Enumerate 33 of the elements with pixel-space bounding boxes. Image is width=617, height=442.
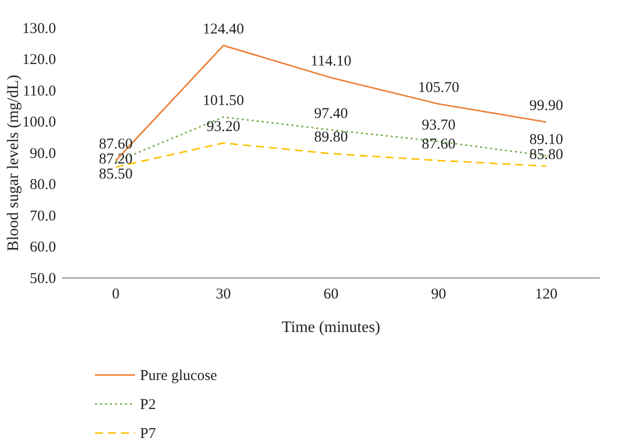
text: 87.60: [98, 136, 133, 152]
text: 93.20: [206, 119, 240, 135]
text: 85.50: [98, 166, 133, 182]
text: 99.90: [529, 98, 564, 114]
text: 93.70: [422, 117, 456, 134]
x-tick-label: 30: [216, 286, 231, 303]
y-tick-label: 120.0: [22, 52, 56, 68]
text: 97.40: [314, 106, 348, 122]
text: 87.60: [422, 136, 456, 152]
x-axis-title: Time (minutes): [282, 319, 380, 336]
legend-label: Pure glucose: [140, 368, 218, 384]
legend-label: P7: [140, 426, 156, 442]
y-tick-label: 110.0: [22, 83, 56, 100]
text: 124.40: [202, 22, 244, 38]
y-tick-label: 50.0: [30, 270, 56, 287]
text: 105.70: [418, 80, 460, 96]
y-tick-label: 90.0: [30, 146, 56, 162]
text: 89.10: [529, 132, 564, 148]
y-axis-title: Blood sugar levels (mg/dL): [5, 74, 22, 252]
y-tick-label: 70.0: [30, 208, 56, 224]
text: 89.80: [314, 130, 348, 146]
y-tick-label: 60.0: [30, 240, 56, 256]
x-tick-label: 0: [112, 286, 120, 303]
x-tick-label: 60: [324, 286, 338, 303]
text: 114.10: [310, 54, 352, 70]
x-tick-label: 120: [534, 286, 558, 303]
y-tick-label: 100.0: [22, 114, 56, 131]
legend-label: P2: [140, 397, 156, 413]
text: 101.50: [202, 93, 244, 110]
y-tick-label: 80.0: [30, 177, 56, 194]
text: 85.80: [529, 146, 564, 163]
x-tick-label: 90: [431, 286, 446, 303]
y-tick-label: 130.0: [22, 20, 56, 37]
